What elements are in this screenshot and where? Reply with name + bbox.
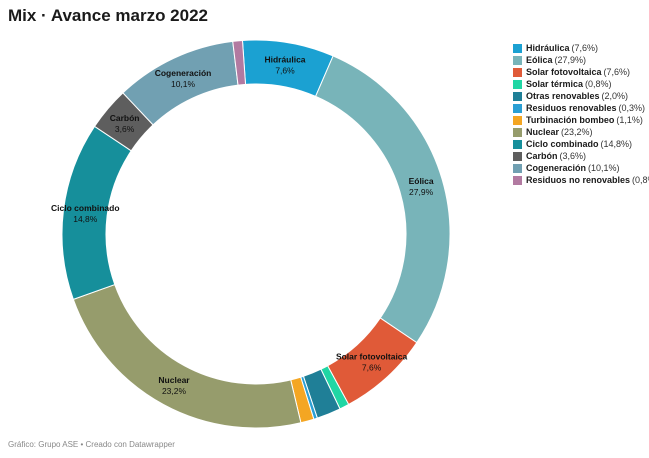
slice-label-hidraulica: Hidráulica <box>264 54 305 64</box>
legend-item-hidraulica: Hidráulica (7,6%) <box>513 42 649 54</box>
slice-label-cogeneracion: Cogeneración <box>155 68 212 78</box>
legend-swatch <box>513 103 522 113</box>
slice-value-eolica: 27,9% <box>409 187 434 197</box>
legend-swatch <box>513 79 522 89</box>
legend-value: (0,8%) <box>632 175 649 185</box>
slice-value-nuclear: 23,2% <box>162 386 187 396</box>
slice-label-solar-fotovoltaica: Solar fotovoltaica <box>336 351 408 361</box>
legend-swatch <box>513 175 522 185</box>
legend-item-otras-renovables: Otras renovables (2,0%) <box>513 90 649 102</box>
legend-label: Residuos renovables <box>526 103 617 113</box>
legend-swatch <box>513 91 522 101</box>
legend-label: Residuos no renovables <box>526 175 631 185</box>
slice-label-carbon: Carbón <box>110 113 140 123</box>
slice-label-eolica: Eólica <box>409 176 434 186</box>
chart-title: Mix · Avance marzo 2022 <box>8 6 208 25</box>
legend-item-solar-fotovoltaica: Solar fotovoltaica (7,6%) <box>513 66 649 78</box>
legend-label: Solar fotovoltaica <box>526 67 602 77</box>
legend-value: (3,6%) <box>559 151 587 161</box>
legend-label: Ciclo combinado <box>526 139 599 149</box>
slice-value-cogeneracion: 10,1% <box>171 79 196 89</box>
legend-label: Eólica <box>526 55 553 65</box>
legend-label: Cogeneración <box>526 163 587 173</box>
slice-residuos-no-renovables[interactable] <box>232 39 247 86</box>
legend-swatch <box>513 139 522 149</box>
legend-item-ciclo-combinado: Ciclo combinado (14,8%) <box>513 138 649 150</box>
legend-item-carbon: Carbón (3,6%) <box>513 150 649 162</box>
legend-label: Turbinación bombeo <box>526 115 615 125</box>
legend-item-cogeneracion: Cogeneración (10,1%) <box>513 162 649 174</box>
legend-item-nuclear: Nuclear (23,2%) <box>513 126 649 138</box>
slice-value-ciclo-combinado: 14,8% <box>73 214 98 224</box>
legend-value: (7,6%) <box>603 67 631 77</box>
legend-value: (14,8%) <box>600 139 633 149</box>
legend-value: (0,8%) <box>585 79 612 89</box>
legend: Hidráulica (7,6%) Eólica (27,9%) Solar fotov… <box>513 42 649 186</box>
legend-value: (2,0%) <box>601 91 629 101</box>
legend-swatch <box>513 163 522 173</box>
legend-value: (7,6%) <box>571 43 599 53</box>
legend-item-turbinacion-bombeo: Turbinación bombeo (1,1%) <box>513 114 649 126</box>
legend-value: (1,1%) <box>616 115 643 125</box>
slice-value-solar-fotovoltaica: 7,6% <box>362 362 382 372</box>
legend-item-solar-termica: Solar térmica (0,8%) <box>513 78 649 90</box>
legend-swatch <box>513 127 522 137</box>
legend-label: Solar térmica <box>526 79 584 89</box>
legend-label: Carbón <box>526 151 558 161</box>
chart-credit: Gráfico: Grupo ASE • Creado con Datawrap… <box>8 440 175 449</box>
slice-value-hidraulica: 7,6% <box>275 65 295 75</box>
legend-label: Otras renovables <box>526 91 600 101</box>
legend-swatch <box>513 151 522 161</box>
slice-label-nuclear: Nuclear <box>158 375 190 385</box>
legend-value: (23,2%) <box>561 127 593 137</box>
legend-swatch <box>513 43 522 53</box>
legend-value: (10,1%) <box>588 163 620 173</box>
slice-eolica[interactable] <box>314 55 451 344</box>
legend-item-residuos-no-renovables: Residuos no renovables(0,8%) <box>513 174 649 186</box>
legend-item-eolica: Eólica (27,9%) <box>513 54 649 66</box>
slice-nuclear[interactable] <box>72 283 302 429</box>
legend-label: Hidráulica <box>526 43 570 53</box>
slice-label-ciclo-combinado: Ciclo combinado <box>51 203 119 213</box>
legend-value: (0,3%) <box>618 103 646 113</box>
legend-swatch <box>513 55 522 65</box>
legend-item-residuos-renovables: Residuos renovables (0,3%) <box>513 102 649 114</box>
legend-swatch <box>513 115 522 125</box>
legend-value: (27,9%) <box>554 55 587 65</box>
slice-value-carbon: 3,6% <box>115 124 135 134</box>
legend-label: Nuclear <box>526 127 560 137</box>
legend-swatch <box>513 67 522 77</box>
